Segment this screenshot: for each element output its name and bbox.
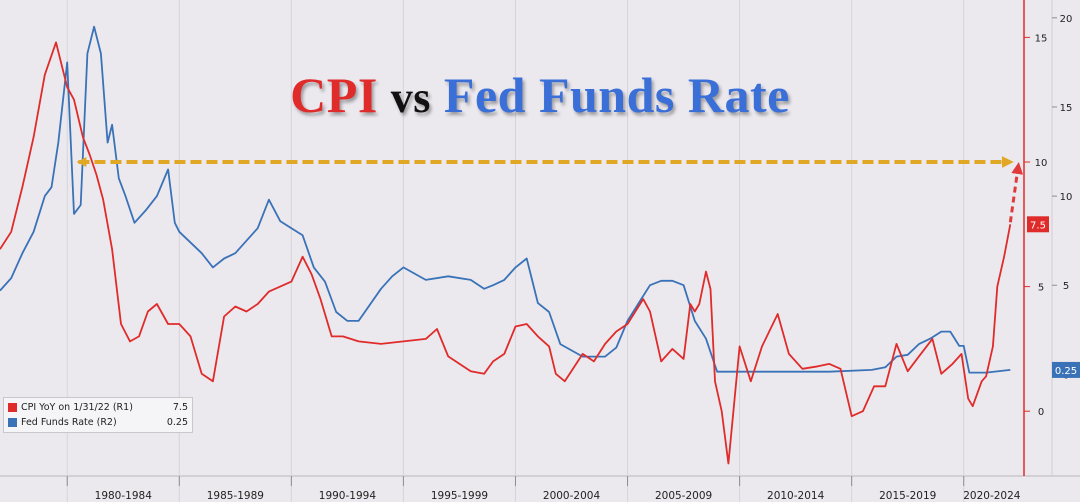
cpi-last-badge <box>1027 216 1049 233</box>
x-axis-labels: 1980-1984 1985-1989 1990-1994 1995-1999 2000… <box>95 490 1021 502</box>
reference-line <box>76 155 1024 223</box>
r1-tick-label: 15 <box>1035 33 1048 44</box>
x-tick-label: 1990-1994 <box>319 490 377 502</box>
x-tick-label: 2015-2019 <box>879 490 936 502</box>
legend-swatch-fed <box>8 417 17 427</box>
r2-tick-label: 10 <box>1060 192 1073 203</box>
r2-tick-label: 5 <box>1063 281 1069 292</box>
title-vs: vs <box>390 73 431 122</box>
r1-tick-label: 0 <box>1038 407 1044 418</box>
legend-label-fed: Fed Funds Rate (R2) <box>21 416 117 428</box>
legend-label-cpi: CPI YoY on 1/31/22 (R1) <box>21 401 133 413</box>
legend-value-fed: 0.25 <box>166 416 188 428</box>
cpi-last-badge-label: 7.5 <box>1030 220 1046 231</box>
cpi-projection-arrow <box>1008 162 1024 223</box>
chart-title: CPI vs Fed Funds Rate <box>0 66 1080 124</box>
x-tick-label: 2005-2009 <box>655 490 712 502</box>
x-tick-label: 2020-2024 <box>963 490 1021 502</box>
x-tick-label: 1980-1984 <box>95 490 153 502</box>
value-badges: 7.5 0.25 <box>1027 216 1080 378</box>
legend-item-cpi: CPI YoY on 1/31/22 (R1) 7.5 <box>8 400 188 414</box>
r1-tick-label: 10 <box>1035 158 1048 169</box>
fed-last-badge-label: 0.25 <box>1055 366 1077 377</box>
title-fed: Fed Funds Rate <box>443 67 790 123</box>
cpi-line <box>0 41 1012 465</box>
title-cpi: CPI <box>290 67 378 123</box>
fed-last-badge <box>1052 361 1080 378</box>
axes: 05101505101520 <box>1023 0 1073 476</box>
legend: CPI YoY on 1/31/22 (R1) 7.5 Fed Funds Ra… <box>3 397 193 433</box>
r2-tick-label: 15 <box>1060 103 1073 114</box>
legend-swatch-cpi <box>8 402 17 412</box>
x-tick-label: 2010-2014 <box>767 490 825 502</box>
x-tick-label: 1995-1999 <box>431 490 488 502</box>
r1-tick-label: 5 <box>1038 283 1044 294</box>
legend-item-fed: Fed Funds Rate (R2) 0.25 <box>8 415 188 429</box>
r2-tick-label: 20 <box>1060 14 1073 25</box>
fed-funds-line <box>0 25 1011 374</box>
legend-value-cpi: 7.5 <box>172 401 188 413</box>
x-tick-label: 1985-1989 <box>207 490 264 502</box>
series-lines <box>0 25 1012 465</box>
x-tick-label: 2000-2004 <box>543 490 601 502</box>
